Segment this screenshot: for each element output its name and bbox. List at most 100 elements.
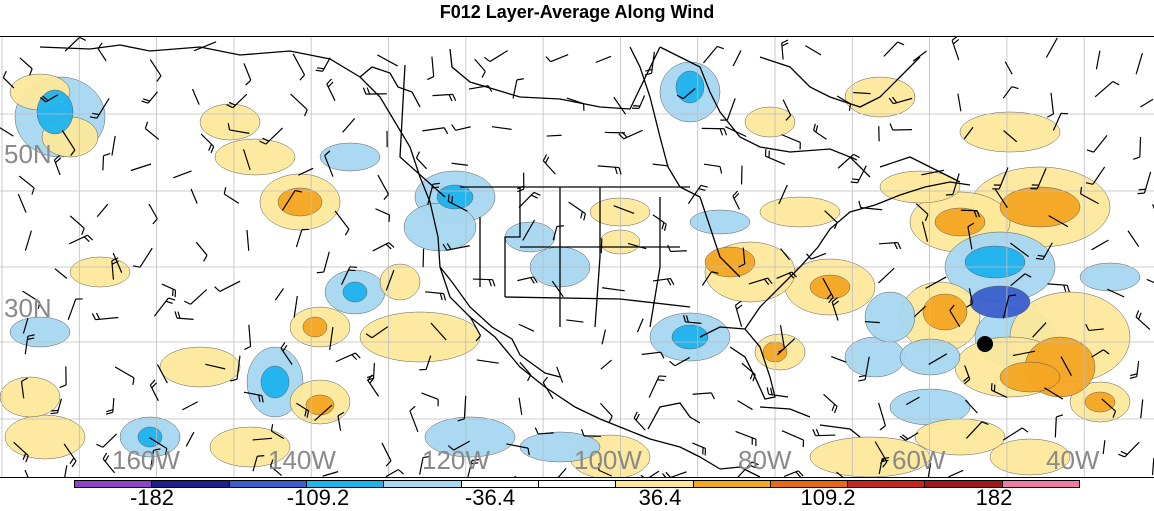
shading-contour — [934, 207, 986, 237]
colorbar-segment — [384, 481, 462, 487]
wind-barb — [427, 56, 435, 81]
shading-contour — [675, 70, 705, 104]
wind-barb — [542, 154, 556, 175]
wind-barb — [1091, 349, 1110, 358]
wind-barb — [878, 267, 895, 284]
wind-barb — [149, 448, 161, 470]
colorbar-segment — [75, 481, 153, 487]
wind-barb — [741, 362, 756, 382]
wind-barb — [427, 182, 440, 205]
wind-barb — [858, 200, 883, 211]
wind-barb — [551, 280, 564, 298]
wind-barb — [836, 95, 852, 111]
shading-contour — [809, 436, 931, 477]
wind-barb — [777, 338, 796, 356]
wind-barb — [781, 134, 801, 150]
wind-barb — [1052, 112, 1069, 131]
wind-barb — [534, 427, 554, 435]
wind-barb — [1137, 171, 1152, 195]
wind-barb — [652, 214, 667, 232]
wind-barb — [1101, 398, 1117, 418]
wind-barb — [878, 456, 890, 475]
wind-barb — [148, 203, 158, 225]
wind-barb — [1002, 294, 1016, 319]
wind-barb — [506, 443, 530, 456]
wind-barb — [1054, 414, 1064, 438]
wind-barb — [422, 127, 449, 135]
wind-barb — [53, 154, 62, 176]
wind-barb — [701, 271, 719, 286]
colorbar-segment — [306, 481, 385, 487]
wind-barb — [636, 318, 644, 333]
wind-barb — [89, 98, 110, 119]
shading-contour — [809, 274, 851, 300]
wind-barb — [67, 298, 83, 321]
wind-barb — [50, 398, 62, 415]
wind-barb — [824, 210, 838, 230]
wind-barb — [878, 402, 887, 431]
wind-barb — [720, 98, 736, 121]
wind-barb — [915, 203, 929, 222]
wind-barb — [243, 391, 264, 403]
wind-barb — [341, 266, 357, 285]
wind-barb — [661, 471, 687, 477]
wind-barb — [281, 190, 303, 211]
coastline-path — [759, 406, 811, 418]
shading-contour — [864, 291, 916, 343]
wind-barb — [966, 288, 974, 308]
shading-contour — [305, 394, 335, 416]
wind-barb — [292, 53, 306, 81]
wind-barbs — [0, 37, 1154, 477]
wind-barb — [195, 241, 208, 262]
wind-barb — [290, 93, 308, 117]
wind-barb — [669, 356, 691, 367]
wind-barb — [595, 55, 612, 64]
colorbar-segment — [1002, 481, 1080, 487]
wind-barb — [837, 153, 860, 169]
wind-barb — [1140, 399, 1144, 419]
wind-barb — [419, 455, 431, 475]
wind-barb — [1127, 230, 1140, 248]
wind-barb — [701, 127, 728, 136]
wind-barb — [734, 300, 743, 327]
wind-barb — [676, 88, 696, 100]
wind-barb — [864, 320, 880, 324]
wind-barb — [1060, 356, 1072, 376]
wind-barb — [921, 169, 945, 176]
colorbar — [74, 480, 1080, 488]
wind-barb — [879, 241, 902, 250]
wind-barb — [322, 471, 339, 477]
wind-barb — [22, 317, 29, 334]
wind-barb — [24, 230, 32, 251]
wind-barb — [244, 324, 252, 351]
wind-barb — [64, 465, 68, 477]
wind-barb — [921, 221, 929, 242]
wind-barb — [280, 342, 293, 365]
wind-barb — [732, 190, 741, 210]
wind-barb — [329, 327, 334, 351]
wind-barb — [227, 122, 250, 134]
wind-barb — [24, 469, 29, 477]
wind-barb — [967, 222, 975, 250]
wind-barb — [0, 127, 14, 137]
shading-contour — [209, 426, 291, 468]
wind-barb — [161, 283, 177, 298]
wind-barb — [451, 162, 468, 166]
wind-barb — [580, 429, 601, 437]
wind-barb — [566, 97, 585, 111]
wind-barb — [780, 248, 791, 261]
wind-barb — [556, 366, 564, 383]
coastline-path — [594, 187, 601, 328]
wind-barb — [1030, 168, 1047, 190]
wind-barb — [519, 361, 532, 382]
wind-barb — [518, 191, 541, 208]
wind-barb — [738, 247, 746, 268]
wind-barb — [54, 268, 68, 279]
shading-contour — [159, 346, 241, 388]
colorbar-label: -182 — [129, 485, 175, 510]
wind-barb — [1085, 323, 1104, 332]
wind-barb — [644, 51, 655, 76]
wind-barb — [96, 203, 109, 218]
wind-barb — [1094, 80, 1120, 98]
wind-barb — [1048, 215, 1069, 228]
